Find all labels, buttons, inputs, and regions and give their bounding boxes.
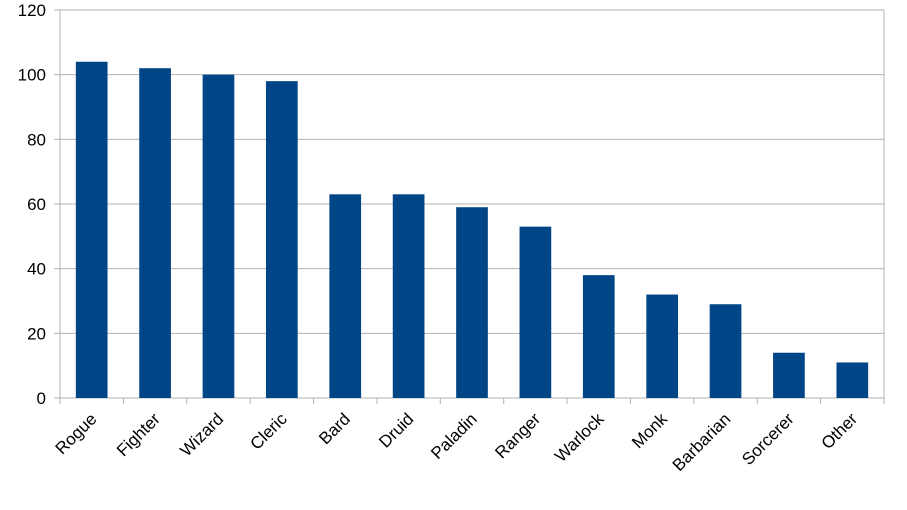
bar-bard: [329, 194, 362, 398]
x-category-label: Barbarian: [669, 409, 735, 475]
bar-fighter: [139, 68, 171, 398]
bar-warlock: [582, 275, 615, 398]
bar-monk: [646, 294, 678, 398]
bar-rogue: [75, 61, 108, 398]
y-tick-label: 120: [18, 1, 46, 20]
x-category-label: Ranger: [491, 409, 544, 462]
bar-druid: [392, 194, 425, 398]
x-category-label: Wizard: [176, 409, 227, 460]
x-category-label: Cleric: [247, 409, 292, 454]
x-category-label: Bard: [315, 409, 354, 448]
bar-barbarian: [709, 304, 742, 398]
bar-other: [836, 362, 869, 398]
x-category-label: Druid: [375, 409, 417, 451]
bars: [75, 61, 869, 399]
y-tick-label: 80: [27, 130, 46, 149]
x-category-label: Rogue: [52, 409, 101, 458]
bar-cleric: [266, 81, 298, 398]
axes: [54, 9, 885, 404]
y-tick-label: 40: [27, 260, 46, 279]
x-category-label: Warlock: [551, 409, 608, 466]
bar-ranger: [519, 226, 552, 398]
bar-paladin: [456, 207, 488, 398]
x-category-label: Fighter: [113, 409, 164, 460]
y-tick-label: 0: [37, 389, 46, 408]
bar-wizard: [202, 74, 235, 399]
bar-sorcerer: [773, 352, 805, 398]
y-tick-label: 100: [18, 66, 46, 85]
x-category-label: Paladin: [427, 409, 481, 463]
x-category-label: Other: [818, 409, 862, 453]
x-category-label: Monk: [628, 409, 671, 452]
y-tick-label: 60: [27, 195, 46, 214]
x-category-label: Sorcerer: [738, 409, 798, 469]
y-tick-label: 20: [27, 324, 46, 343]
